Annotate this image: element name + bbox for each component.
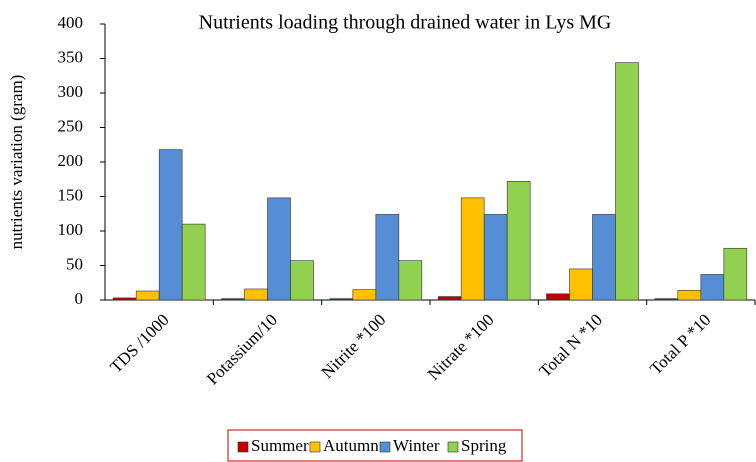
- x-tick-label: Nitrate *100: [424, 310, 498, 384]
- bar: [375, 214, 400, 301]
- legend-label: Autumn: [323, 436, 379, 455]
- bar: [592, 214, 616, 301]
- bar: [290, 260, 314, 301]
- bar: [158, 149, 183, 301]
- bar: [654, 298, 679, 301]
- legend-swatch: [447, 441, 459, 453]
- bar: [569, 268, 593, 301]
- y-tick-label: 200: [58, 151, 84, 170]
- bar: [723, 247, 748, 301]
- bar: [329, 298, 354, 301]
- x-tick-label: Total N *10: [535, 310, 606, 381]
- y-axis-label: nutrients variation (gram): [7, 75, 26, 250]
- bar: [398, 260, 423, 301]
- y-tick-label: 250: [58, 116, 84, 135]
- legend-label: Spring: [461, 436, 507, 455]
- bar: [181, 223, 206, 301]
- x-tick-label: Total P *10: [646, 310, 714, 378]
- legend-swatch: [237, 441, 249, 453]
- y-tick-label: 100: [58, 220, 84, 239]
- bar: [437, 296, 462, 301]
- x-tick-label: TDS /1000: [106, 310, 173, 377]
- bar: [244, 288, 268, 301]
- legend-box: [227, 429, 523, 462]
- bar: [615, 62, 639, 301]
- bar: [267, 197, 291, 301]
- bar: [221, 298, 245, 301]
- y-tick-label: 400: [58, 13, 84, 32]
- bar: [677, 290, 702, 301]
- bar: [460, 197, 485, 301]
- bar: [506, 181, 531, 301]
- bar: [135, 290, 160, 301]
- bar: [112, 297, 137, 301]
- bar: [352, 289, 377, 301]
- y-tick-label: 0: [75, 289, 84, 308]
- x-tick-label: Potassium/10: [203, 310, 281, 388]
- legend-label: Winter: [393, 436, 440, 455]
- x-tick-label: Nitrite *100: [318, 310, 390, 382]
- chart-title: Nutrients loading through drained water …: [199, 12, 612, 34]
- legend-label: Summer: [251, 436, 309, 455]
- bar: [700, 274, 725, 301]
- legend-swatch: [309, 441, 321, 453]
- y-tick-label: 300: [58, 82, 84, 101]
- bar: [546, 293, 570, 301]
- y-tick-label: 50: [66, 254, 83, 273]
- bar: [483, 214, 508, 301]
- y-tick-label: 150: [58, 185, 84, 204]
- legend-swatch: [379, 441, 391, 453]
- y-tick-label: 350: [58, 47, 84, 66]
